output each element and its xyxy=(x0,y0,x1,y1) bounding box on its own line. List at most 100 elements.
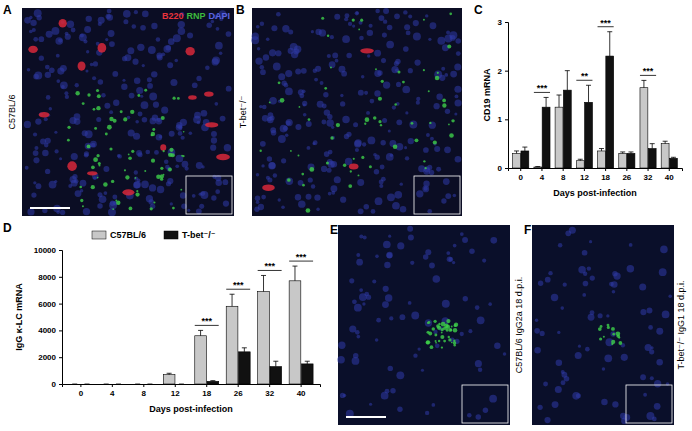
nucleus xyxy=(648,325,653,330)
nucleus xyxy=(588,314,595,321)
nucleus xyxy=(390,388,395,393)
nucleus xyxy=(302,101,307,106)
rnp-signal xyxy=(448,123,450,125)
rnp-signal xyxy=(151,134,153,136)
rnp-signal xyxy=(397,71,400,74)
nucleus xyxy=(86,50,89,53)
x-tick-mark xyxy=(175,384,176,387)
nucleus xyxy=(548,271,552,275)
nucleus xyxy=(399,314,405,320)
bar xyxy=(627,153,635,168)
nucleus xyxy=(123,10,131,18)
nucleus xyxy=(311,30,314,33)
nucleus xyxy=(175,164,179,168)
rnp-signal xyxy=(429,122,431,124)
nucleus xyxy=(359,293,367,301)
nucleus xyxy=(400,182,403,185)
rnp-signal xyxy=(113,119,117,123)
nucleus xyxy=(167,167,172,172)
rnp-signal xyxy=(453,341,457,345)
nucleus xyxy=(434,146,440,152)
nucleus xyxy=(302,89,306,93)
nucleus xyxy=(326,119,333,126)
nucleus xyxy=(324,109,330,115)
rnp-signal xyxy=(135,192,139,196)
x-axis-title: Days post-infection xyxy=(553,188,637,198)
nucleus xyxy=(257,47,260,50)
nucleus xyxy=(354,139,361,146)
nucleus xyxy=(223,200,229,206)
nucleus xyxy=(421,369,424,372)
nucleus xyxy=(416,101,420,105)
nucleus xyxy=(156,37,161,42)
nucleus xyxy=(342,116,349,123)
nucleus xyxy=(178,27,186,35)
nucleus xyxy=(442,300,450,308)
rnp-signal xyxy=(427,321,430,324)
nucleus xyxy=(44,143,49,148)
rnp-signal xyxy=(451,342,453,344)
nucleus xyxy=(362,302,365,305)
rnp-signal xyxy=(98,165,100,167)
nucleus xyxy=(429,263,435,269)
nucleus xyxy=(375,9,380,14)
nucleus xyxy=(75,83,79,87)
nucleus xyxy=(348,22,352,26)
nucleus xyxy=(178,131,183,136)
rnp-signal xyxy=(67,139,70,142)
nucleus xyxy=(448,257,453,262)
nucleus xyxy=(382,33,387,38)
nucleus xyxy=(462,237,468,243)
rnp-signal xyxy=(301,173,304,176)
panel-label: E xyxy=(330,223,338,237)
nucleus xyxy=(392,105,396,109)
nucleus xyxy=(446,251,450,255)
nucleus xyxy=(127,116,131,120)
rnp-signal xyxy=(111,180,114,183)
error-bar xyxy=(671,157,676,159)
x-tick: 18 xyxy=(601,168,610,182)
rnp-signal xyxy=(129,207,133,211)
nucleus xyxy=(551,294,558,301)
nucleus xyxy=(435,343,440,348)
rnp-signal xyxy=(423,19,425,21)
nucleus xyxy=(406,30,411,35)
nucleus xyxy=(157,55,163,61)
x-tick-label: 12 xyxy=(580,173,589,182)
rnp-signal xyxy=(144,170,146,172)
bar xyxy=(176,384,188,385)
bar xyxy=(113,384,125,385)
nucleus xyxy=(334,14,340,20)
error-cap xyxy=(607,31,612,32)
x-tick-label: 18 xyxy=(601,173,610,182)
nucleus xyxy=(543,382,548,387)
nucleus xyxy=(640,374,646,380)
nucleus xyxy=(356,335,360,339)
nucleus xyxy=(379,184,383,188)
error-stem xyxy=(652,144,653,149)
x-tick-mark xyxy=(143,384,144,387)
nucleus xyxy=(383,20,387,24)
nucleus xyxy=(455,94,459,98)
nucleus xyxy=(441,67,445,71)
nucleus xyxy=(288,48,294,54)
nucleus xyxy=(42,150,49,157)
nucleus xyxy=(437,37,445,45)
nucleus xyxy=(316,208,319,211)
nucleus xyxy=(52,27,60,35)
rnp-signal xyxy=(378,97,382,101)
b-cell xyxy=(205,122,218,127)
nucleus xyxy=(107,9,112,14)
nucleus xyxy=(71,180,78,187)
rnp-signal xyxy=(109,147,112,150)
nucleus xyxy=(56,79,60,83)
error-bar xyxy=(147,384,152,385)
rnp-signal xyxy=(131,150,134,153)
rnp-signal xyxy=(353,158,355,160)
rnp-signal xyxy=(440,335,444,339)
nucleus xyxy=(475,305,480,310)
nucleus xyxy=(355,148,359,152)
nucleus xyxy=(142,117,148,123)
b-cell xyxy=(78,61,86,70)
nucleus xyxy=(381,58,386,63)
